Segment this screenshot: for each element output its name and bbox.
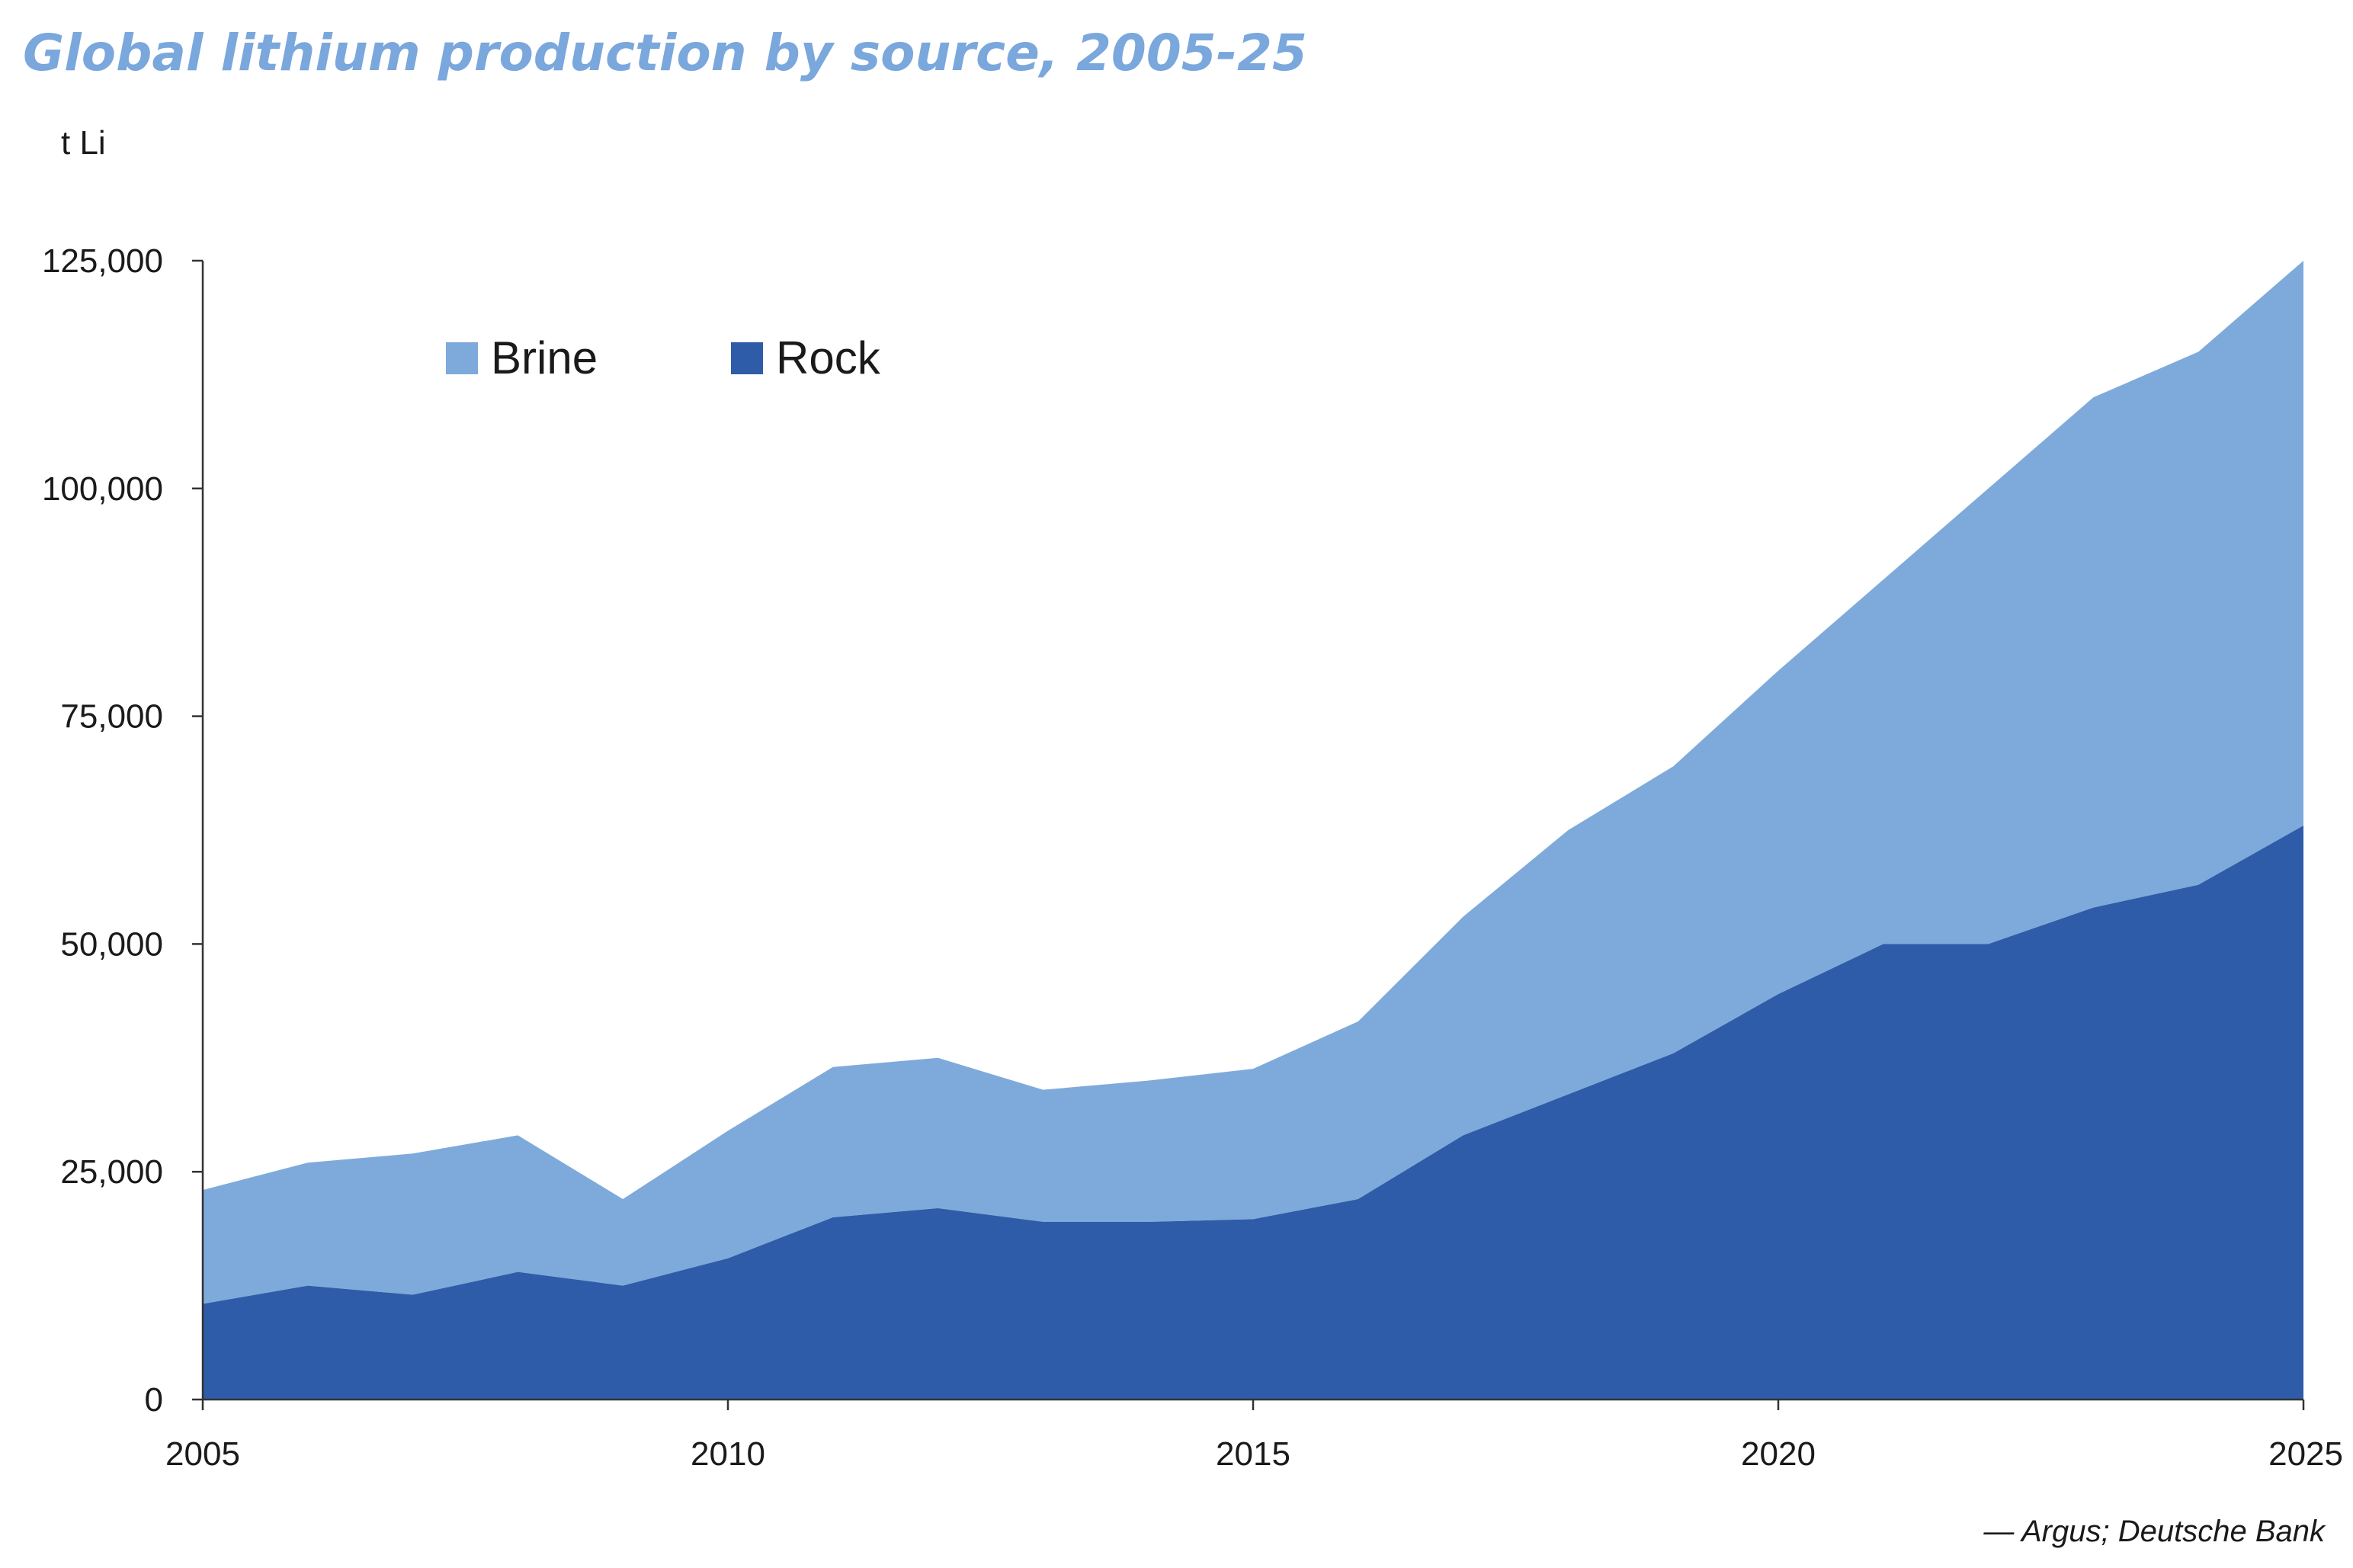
y-axis-unit-label: t Li	[61, 124, 106, 162]
plot-area	[203, 261, 2303, 1400]
legend-brine-swatch	[446, 342, 478, 374]
chart-title: Global lithium production by source, 200…	[23, 24, 1307, 82]
x-tick-label: 2020	[1741, 1435, 1816, 1473]
legend-rock-label: Rock	[776, 332, 881, 383]
source-note: — Argus; Deutsche Bank	[1983, 1515, 2326, 1548]
y-tick-label: 0	[145, 1381, 163, 1419]
legend: Brine Rock	[446, 332, 881, 383]
y-tick-label: 25,000	[60, 1153, 163, 1191]
x-tick-label: 2015	[1216, 1435, 1290, 1473]
y-tick-label: 125,000	[42, 242, 163, 280]
brine-area	[203, 261, 2303, 1304]
y-tick-label: 100,000	[42, 470, 163, 508]
y-tick-label: 75,000	[60, 698, 163, 736]
y-tick-label: 50,000	[60, 925, 163, 963]
legend-brine-label: Brine	[491, 332, 598, 383]
rock-area	[203, 826, 2303, 1400]
x-tick-label: 2025	[2268, 1435, 2343, 1473]
y-axis-ticks: 0 25,000 50,000 75,000 100,000 125,000	[42, 242, 203, 1419]
legend-rock-swatch	[731, 342, 763, 374]
x-tick-label: 2005	[165, 1435, 240, 1473]
x-tick-label: 2010	[691, 1435, 765, 1473]
x-axis-ticks: 2005 2010 2015 2020 2025	[165, 1400, 2343, 1473]
